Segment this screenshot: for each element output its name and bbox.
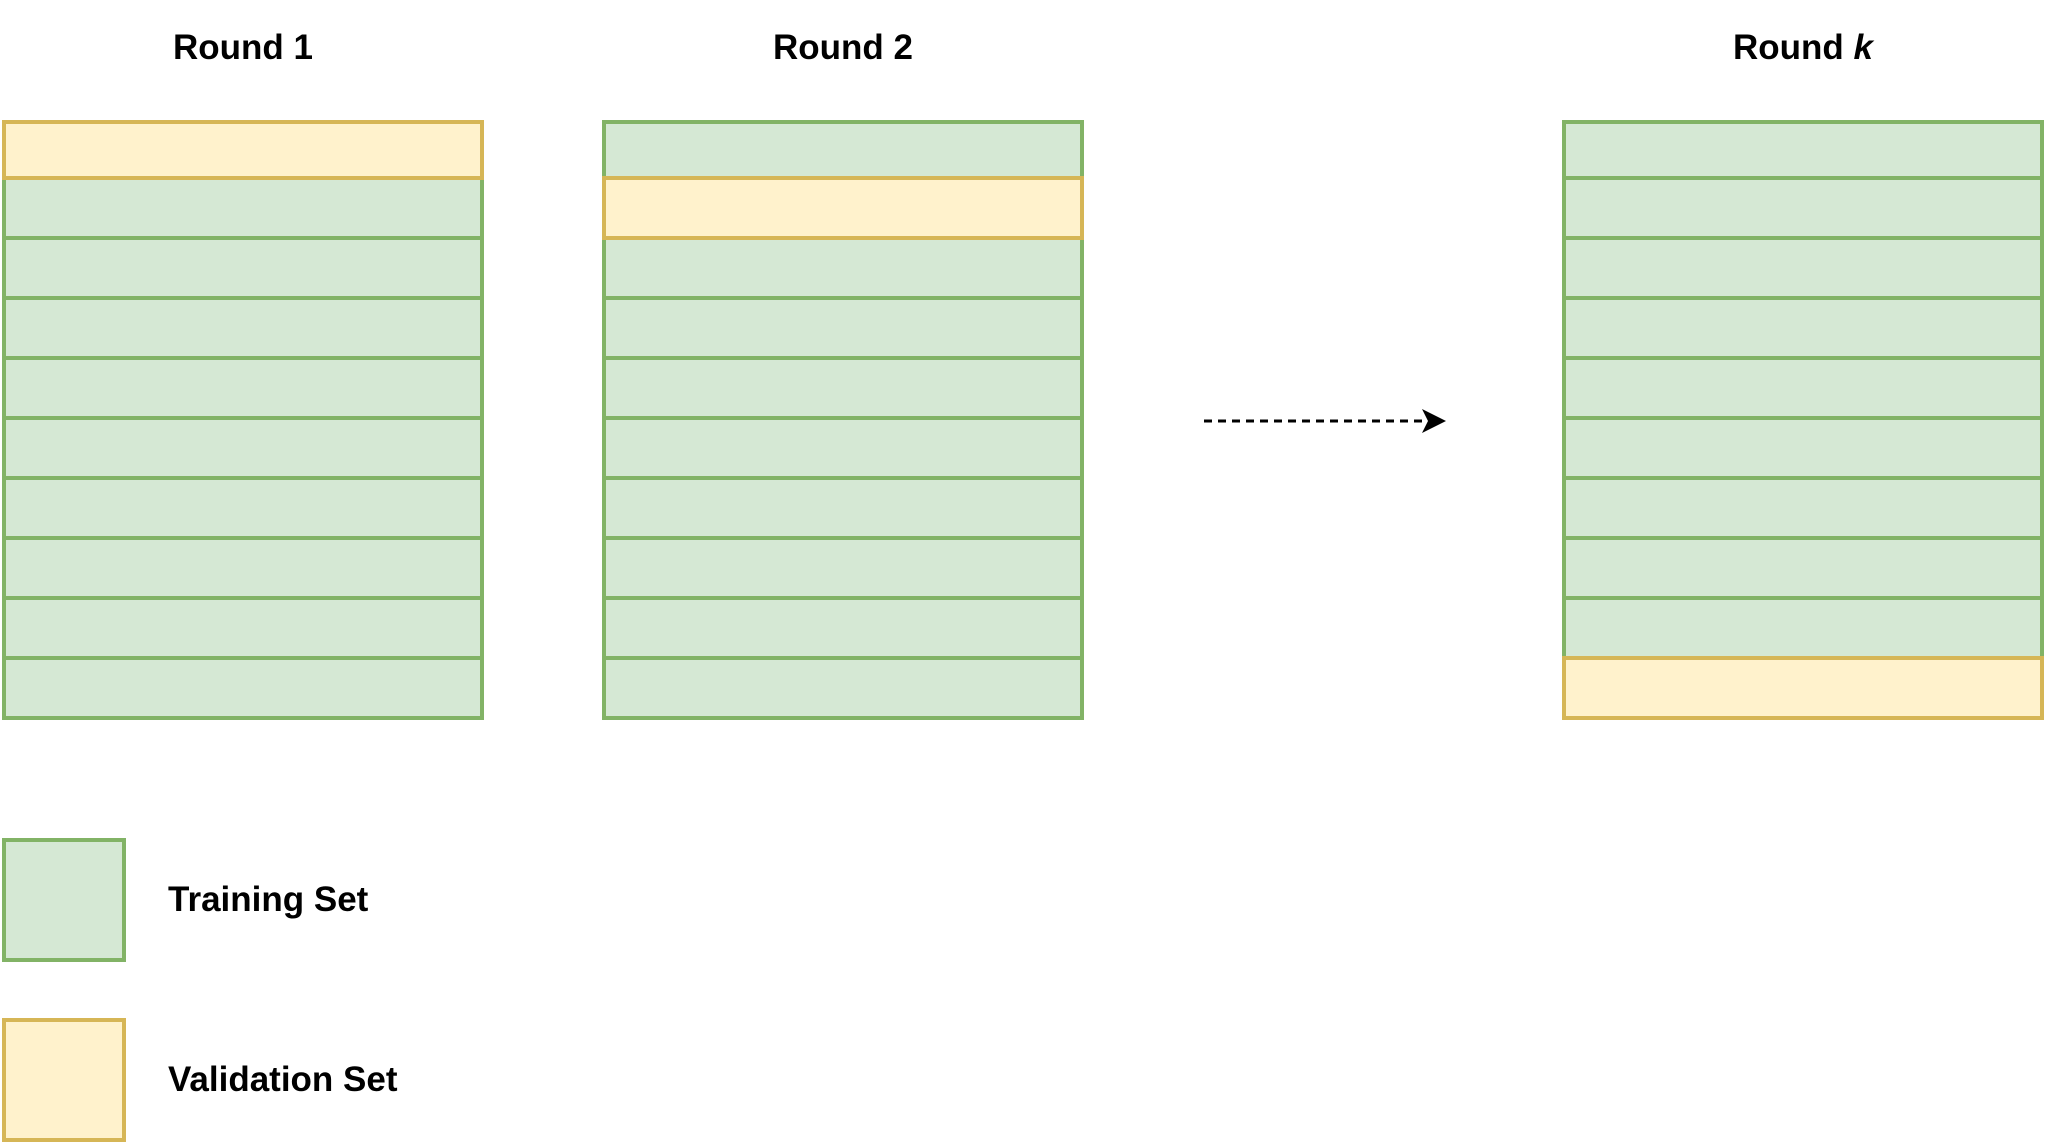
- training-fold: [2, 596, 484, 660]
- training-fold: [1562, 236, 2044, 300]
- training-fold: [2, 416, 484, 480]
- training-fold: [1562, 176, 2044, 240]
- training-fold: [602, 656, 1084, 720]
- training-fold: [2, 176, 484, 240]
- training-fold: [2, 296, 484, 360]
- legend-training-swatch: [2, 838, 126, 962]
- training-fold: [602, 236, 1084, 300]
- training-fold: [2, 656, 484, 720]
- training-fold: [602, 296, 1084, 360]
- training-fold: [1562, 416, 2044, 480]
- training-fold: [602, 416, 1084, 480]
- round-2-title-text: Round: [773, 28, 894, 67]
- training-fold: [602, 596, 1084, 660]
- round-k-title-text: Round: [1733, 28, 1854, 67]
- training-fold: [602, 536, 1084, 600]
- legend-validation-label: Validation Set: [168, 1060, 398, 1099]
- round-1-title: Round 1: [2, 26, 484, 70]
- training-fold: [602, 356, 1084, 420]
- round-2-title-number: 2: [893, 28, 913, 67]
- validation-fold: [1562, 656, 2044, 720]
- round-k-fold-stack: [1562, 120, 2044, 720]
- round-k-title-variable: k: [1853, 28, 1873, 67]
- continuation-arrow: [1204, 409, 1446, 433]
- round-k-title: Round k: [1562, 26, 2044, 70]
- round-2-fold-stack: [602, 120, 1084, 720]
- validation-fold: [2, 120, 484, 180]
- training-fold: [2, 476, 484, 540]
- training-fold: [1562, 296, 2044, 360]
- training-fold: [1562, 536, 2044, 600]
- legend-validation-swatch: [2, 1018, 126, 1142]
- training-fold: [2, 356, 484, 420]
- round-1-fold-stack: [2, 120, 484, 720]
- training-fold: [1562, 596, 2044, 660]
- round-2-title: Round 2: [602, 26, 1084, 70]
- training-fold: [1562, 476, 2044, 540]
- round-1-title-text: Round: [173, 28, 294, 67]
- training-fold: [1562, 356, 2044, 420]
- training-fold: [602, 120, 1084, 180]
- training-fold: [2, 536, 484, 600]
- training-fold: [2, 236, 484, 300]
- training-fold: [602, 476, 1084, 540]
- round-1-title-number: 1: [293, 28, 313, 67]
- legend-training-label: Training Set: [168, 880, 369, 919]
- validation-fold: [602, 176, 1084, 240]
- training-fold: [1562, 120, 2044, 180]
